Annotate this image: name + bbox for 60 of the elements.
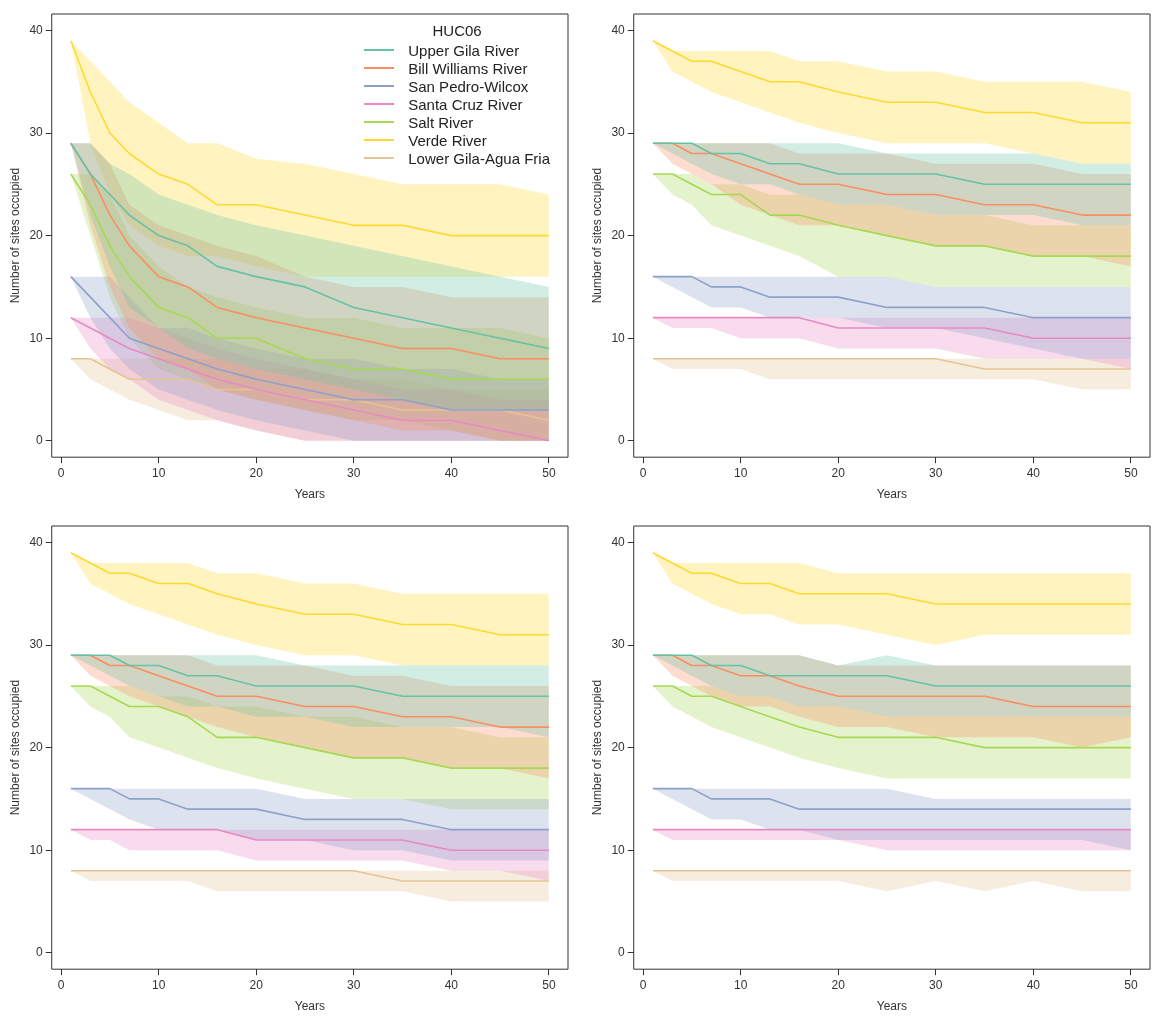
x-tick-label: 0: [57, 977, 65, 992]
x-tick-label: 0: [639, 977, 647, 992]
y-axis-title: Number of sites occupied: [589, 167, 604, 304]
y-axis-title: Number of sites occupied: [7, 167, 22, 304]
x-tick-label: 0: [57, 465, 65, 480]
y-tick-label: 30: [29, 125, 44, 140]
x-tick-label: 30: [929, 977, 943, 992]
x-tick-label: 30: [347, 465, 361, 480]
x-tick-label: 10: [151, 977, 166, 992]
x-tick-label: 20: [249, 977, 264, 992]
legend-label: Upper Gila River: [408, 41, 520, 59]
legend-label: Verde River: [408, 131, 487, 149]
legend-label: Santa Cruz River: [408, 95, 523, 113]
x-tick-label: 40: [444, 977, 459, 992]
y-tick-label: 40: [611, 534, 626, 549]
x-tick-label: 20: [249, 465, 264, 480]
y-tick-label: 40: [29, 22, 44, 37]
x-tick-label: 0: [639, 465, 647, 480]
y-tick-label: 0: [618, 433, 626, 448]
y-tick-label: 10: [611, 330, 626, 345]
y-axis-title: Number of sites occupied: [589, 679, 604, 816]
y-tick-label: 0: [618, 945, 626, 960]
y-tick-label: 20: [29, 739, 44, 754]
y-tick-label: 10: [29, 330, 44, 345]
x-tick-label: 10: [733, 977, 748, 992]
x-tick-label: 40: [1026, 465, 1041, 480]
x-tick-label: 30: [347, 977, 361, 992]
y-tick-label: 20: [611, 739, 626, 754]
y-tick-label: 20: [29, 227, 44, 242]
x-axis-title: Years: [876, 999, 907, 1014]
y-tick-label: 40: [29, 534, 44, 549]
y-tick-label: 0: [36, 945, 44, 960]
x-tick-label: 40: [1026, 977, 1041, 992]
y-tick-label: 10: [29, 842, 44, 857]
x-axis-title: Years: [876, 487, 907, 502]
legend-title: HUC06: [431, 22, 483, 39]
y-tick-label: 30: [611, 637, 626, 652]
y-tick-label: 40: [611, 22, 626, 37]
legend-label: Bill Williams River: [408, 59, 528, 77]
y-tick-label: 30: [29, 637, 44, 652]
x-axis-title: Years: [294, 487, 325, 502]
legend-label: Lower Gila-Agua Fria: [408, 149, 550, 167]
y-tick-label: 20: [611, 227, 626, 242]
x-tick-label: 50: [542, 977, 556, 992]
x-tick-label: 50: [1124, 977, 1138, 992]
legend-label: Salt River: [408, 113, 474, 131]
x-tick-label: 10: [151, 465, 166, 480]
x-tick-label: 30: [929, 465, 943, 480]
x-tick-label: 50: [1124, 465, 1138, 480]
x-tick-label: 50: [542, 465, 556, 480]
y-tick-label: 10: [611, 842, 626, 857]
y-tick-label: 30: [611, 125, 626, 140]
x-tick-label: 10: [733, 465, 748, 480]
y-axis-title: Number of sites occupied: [7, 679, 22, 816]
y-tick-label: 0: [36, 433, 44, 448]
x-tick-label: 20: [831, 465, 846, 480]
x-axis-title: Years: [294, 999, 325, 1014]
legend-label: San Pedro-Wilcox: [408, 77, 529, 95]
x-tick-label: 40: [444, 465, 459, 480]
x-tick-label: 20: [831, 977, 846, 992]
